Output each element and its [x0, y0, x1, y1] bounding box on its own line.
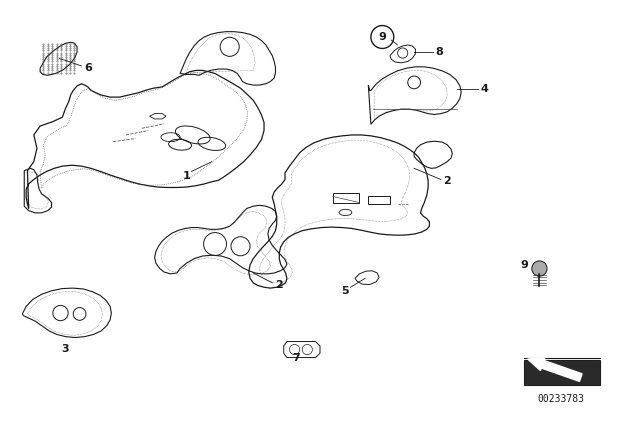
Text: 8: 8 — [436, 47, 444, 57]
Text: 2: 2 — [275, 280, 282, 290]
Text: 7: 7 — [292, 353, 300, 363]
Text: 00233783: 00233783 — [537, 393, 584, 404]
Text: 1: 1 — [182, 171, 190, 181]
Text: 9: 9 — [378, 32, 387, 42]
Text: 5: 5 — [342, 286, 349, 296]
FancyArrow shape — [527, 358, 582, 381]
Polygon shape — [525, 361, 598, 384]
Circle shape — [532, 261, 547, 276]
Text: 9: 9 — [521, 260, 529, 270]
Text: 6: 6 — [84, 63, 92, 73]
Text: 2: 2 — [444, 176, 451, 186]
Text: 3: 3 — [62, 344, 69, 353]
Text: 4: 4 — [480, 84, 488, 94]
